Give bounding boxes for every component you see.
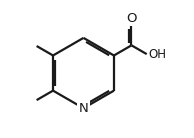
Text: O: O — [126, 12, 137, 25]
Text: N: N — [79, 102, 88, 115]
Text: OH: OH — [148, 48, 166, 61]
